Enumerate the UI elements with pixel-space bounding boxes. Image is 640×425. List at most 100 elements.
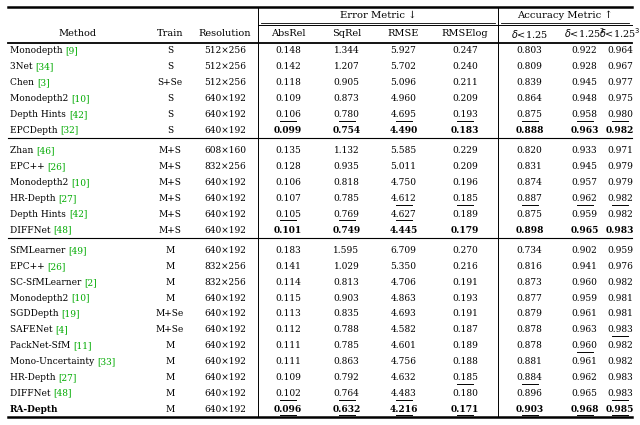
Text: 0.958: 0.958: [572, 110, 598, 119]
Text: 0.191: 0.191: [452, 309, 478, 318]
Text: 640×192: 640×192: [204, 194, 246, 203]
Text: 4.612: 4.612: [390, 194, 417, 203]
Text: 0.982: 0.982: [607, 341, 633, 350]
Text: 0.983: 0.983: [607, 389, 633, 398]
Text: 640×192: 640×192: [204, 178, 246, 187]
Text: 4.445: 4.445: [389, 226, 418, 235]
Text: 0.982: 0.982: [607, 194, 633, 203]
Text: 0.879: 0.879: [516, 309, 543, 318]
Text: 0.873: 0.873: [333, 94, 360, 103]
Text: Mono-Uncertainty: Mono-Uncertainty: [10, 357, 97, 366]
Text: SfMLearner: SfMLearner: [10, 246, 68, 255]
Text: SAFENet: SAFENet: [10, 326, 56, 334]
Text: EPCDepth: EPCDepth: [10, 126, 61, 135]
Text: EPC++: EPC++: [10, 162, 47, 171]
Text: $\delta$<1.25$^2$: $\delta$<1.25$^2$: [564, 27, 605, 40]
Text: 4.490: 4.490: [389, 126, 418, 135]
Text: 0.734: 0.734: [516, 246, 542, 255]
Text: [42]: [42]: [68, 210, 87, 218]
Text: 0.754: 0.754: [332, 126, 360, 135]
Text: 0.873: 0.873: [516, 278, 542, 287]
Text: [4]: [4]: [56, 326, 68, 334]
Text: 0.189: 0.189: [452, 341, 478, 350]
Text: [42]: [42]: [68, 110, 87, 119]
Text: RA-Depth: RA-Depth: [10, 405, 58, 414]
Text: 6.709: 6.709: [390, 246, 417, 255]
Text: 0.803: 0.803: [516, 46, 542, 55]
Text: S: S: [167, 46, 173, 55]
Text: 0.964: 0.964: [607, 46, 633, 55]
Text: 0.948: 0.948: [572, 94, 597, 103]
Text: Error Metric ↓: Error Metric ↓: [340, 11, 416, 20]
Text: 640×192: 640×192: [204, 110, 246, 119]
Text: 512×256: 512×256: [204, 46, 246, 55]
Text: 0.211: 0.211: [452, 78, 478, 87]
Text: 0.240: 0.240: [452, 62, 478, 71]
Text: 640×192: 640×192: [204, 389, 246, 398]
Text: [48]: [48]: [54, 226, 72, 235]
Text: 0.179: 0.179: [451, 226, 479, 235]
Text: 0.965: 0.965: [570, 226, 598, 235]
Text: 0.959: 0.959: [572, 210, 598, 218]
Text: 0.187: 0.187: [452, 326, 478, 334]
Text: 0.113: 0.113: [275, 309, 301, 318]
Text: S: S: [167, 126, 173, 135]
Text: M: M: [165, 262, 175, 271]
Text: 0.820: 0.820: [516, 146, 542, 155]
Text: 4.582: 4.582: [390, 326, 417, 334]
Text: 0.902: 0.902: [572, 246, 597, 255]
Text: M+S: M+S: [159, 210, 181, 218]
Text: 0.903: 0.903: [515, 405, 543, 414]
Text: 0.816: 0.816: [516, 262, 543, 271]
Text: 0.209: 0.209: [452, 162, 478, 171]
Text: 0.247: 0.247: [452, 46, 478, 55]
Text: 4.601: 4.601: [390, 341, 417, 350]
Text: 0.977: 0.977: [607, 78, 633, 87]
Text: EPC++: EPC++: [10, 262, 47, 271]
Text: 0.229: 0.229: [452, 146, 478, 155]
Text: HR-Depth: HR-Depth: [10, 194, 58, 203]
Text: M+S: M+S: [159, 162, 181, 171]
Text: 0.887: 0.887: [516, 194, 543, 203]
Text: 0.831: 0.831: [516, 162, 542, 171]
Text: 0.957: 0.957: [572, 178, 598, 187]
Text: 0.976: 0.976: [607, 262, 633, 271]
Text: 0.780: 0.780: [333, 110, 360, 119]
Text: 0.961: 0.961: [572, 309, 597, 318]
Text: 0.963: 0.963: [572, 326, 597, 334]
Text: 4.632: 4.632: [390, 373, 416, 382]
Text: 0.109: 0.109: [275, 94, 301, 103]
Text: 0.183: 0.183: [275, 246, 301, 255]
Text: 0.979: 0.979: [607, 162, 633, 171]
Text: 0.884: 0.884: [516, 373, 543, 382]
Text: [10]: [10]: [71, 178, 90, 187]
Text: 0.216: 0.216: [452, 262, 478, 271]
Text: 0.142: 0.142: [275, 62, 301, 71]
Text: 4.627: 4.627: [390, 210, 417, 218]
Text: 0.967: 0.967: [607, 62, 633, 71]
Text: 0.982: 0.982: [607, 210, 633, 218]
Text: 0.785: 0.785: [333, 341, 360, 350]
Text: M+S: M+S: [159, 178, 181, 187]
Text: M+S: M+S: [159, 146, 181, 155]
Text: M+S: M+S: [159, 194, 181, 203]
Text: 0.185: 0.185: [452, 373, 478, 382]
Text: 0.863: 0.863: [333, 357, 360, 366]
Text: 0.945: 0.945: [572, 162, 598, 171]
Text: 4.695: 4.695: [390, 110, 417, 119]
Text: 0.980: 0.980: [607, 110, 633, 119]
Text: 0.141: 0.141: [275, 262, 301, 271]
Text: 832×256: 832×256: [204, 262, 246, 271]
Text: Monodepth: Monodepth: [10, 46, 65, 55]
Text: 832×256: 832×256: [204, 162, 246, 171]
Text: [10]: [10]: [71, 294, 90, 303]
Text: [3]: [3]: [37, 78, 49, 87]
Text: 4.863: 4.863: [390, 294, 417, 303]
Text: [46]: [46]: [36, 146, 55, 155]
Text: 0.188: 0.188: [452, 357, 478, 366]
Text: 1.595: 1.595: [333, 246, 360, 255]
Text: M+Se: M+Se: [156, 309, 184, 318]
Text: 0.960: 0.960: [572, 341, 597, 350]
Text: 0.196: 0.196: [452, 178, 478, 187]
Text: 5.011: 5.011: [390, 162, 417, 171]
